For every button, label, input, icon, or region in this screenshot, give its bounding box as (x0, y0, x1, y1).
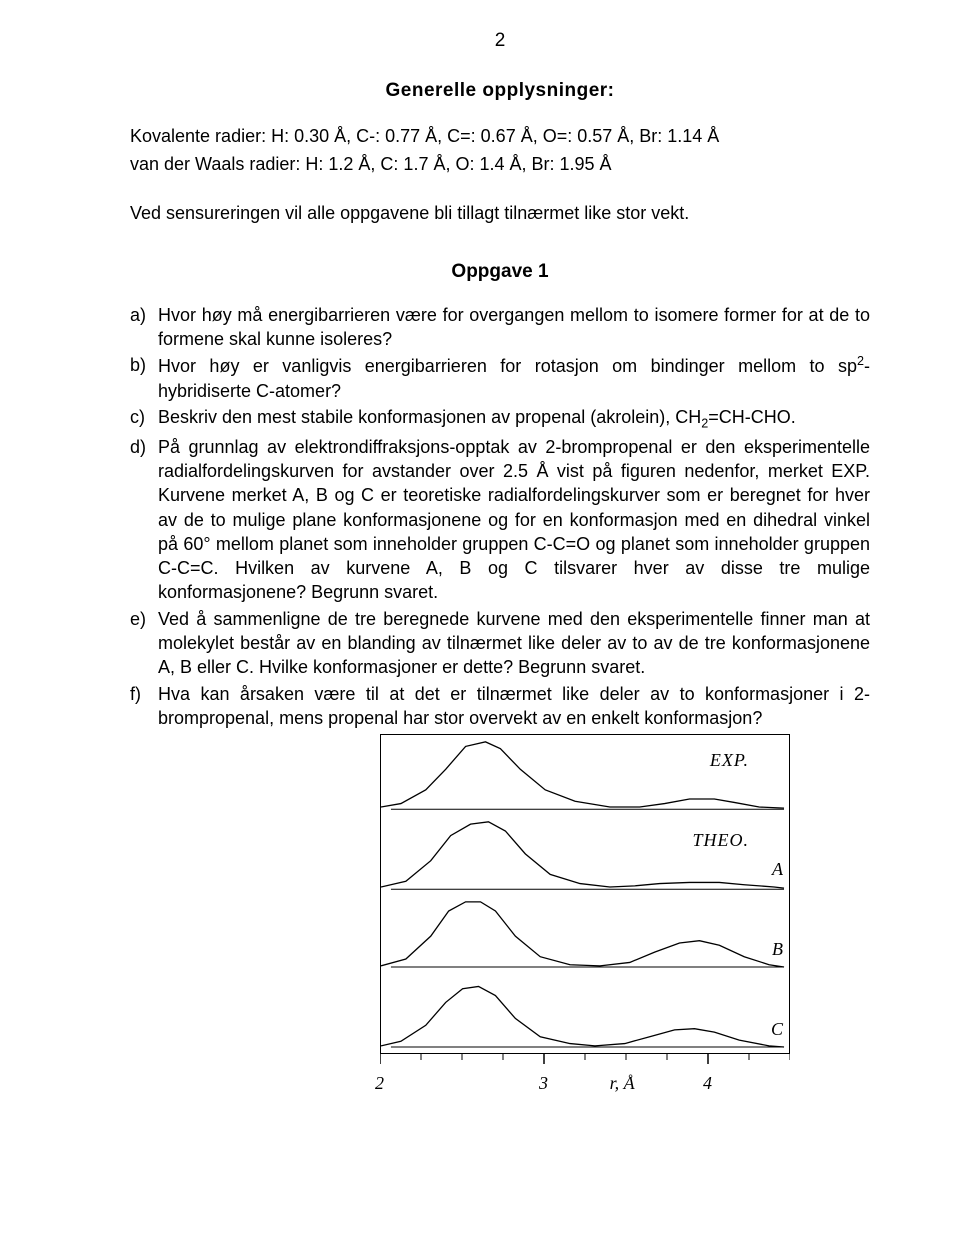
panel-label: THEO. (692, 830, 749, 851)
chart-panel: THEO. A (381, 815, 789, 895)
chart-panel: B (381, 895, 789, 975)
panel-side-label: B (772, 939, 783, 960)
task-item-body: Hvor høy må energibarrieren være for ove… (158, 303, 870, 352)
x-tick-label: 2 (375, 1073, 384, 1094)
task-item-label: b) (130, 353, 158, 377)
task-item-label: c) (130, 405, 158, 429)
task-item-e: e) Ved å sammenligne de tre beregnede ku… (130, 607, 870, 680)
task-list: a) Hvor høy må energibarrieren være for … (130, 303, 870, 730)
task-item-body: På grunnlag av elektrondiffraksjons-oppt… (158, 435, 870, 605)
task-item-label: f) (130, 682, 158, 706)
task-item-label: d) (130, 435, 158, 459)
x-axis-title: r, Å (610, 1073, 635, 1094)
task-item-body: Ved å sammenligne de tre beregnede kurve… (158, 607, 870, 680)
page-number: 2 (130, 30, 870, 52)
task-item-body: Hvor høy er vanligvis energibarrieren fo… (158, 353, 870, 403)
task-item-f: f) Hva kan årsaken være til at det er ti… (130, 682, 870, 731)
panel-label: EXP. (710, 750, 749, 771)
vdw-radii-line: van der Waals radier: H: 1.2 Å, C: 1.7 Å… (130, 152, 870, 176)
task-item-d: d) På grunnlag av elektrondiffraksjons-o… (130, 435, 870, 605)
panel-side-label: C (771, 1019, 783, 1040)
task-item-b: b) Hvor høy er vanligvis energibarrieren… (130, 353, 870, 403)
task-item-a: a) Hvor høy må energibarrieren være for … (130, 303, 870, 352)
grading-note: Ved sensureringen vil alle oppgavene bli… (130, 201, 870, 225)
section-heading-generelle: Generelle opplysninger: (130, 80, 870, 102)
task-heading: Oppgave 1 (130, 261, 870, 283)
chart-frame: EXP. THEO. A B C (380, 734, 790, 1054)
covalent-radii-line: Kovalente radier: H: 0.30 Å, C-: 0.77 Å,… (130, 124, 870, 148)
task-item-label: e) (130, 607, 158, 631)
x-tick-label: 3 (539, 1073, 548, 1094)
page: 2 Generelle opplysninger: Kovalente radi… (0, 0, 960, 1253)
x-tick-label: 4 (703, 1073, 712, 1094)
x-axis: 234r, Å (380, 1054, 790, 1090)
figure: EXP. THEO. A B C 234r, Å (340, 734, 800, 1090)
chart-panel: C (381, 975, 789, 1055)
task-item-label: a) (130, 303, 158, 327)
task-item-body: Hva kan årsaken være til at det er tilnæ… (158, 682, 870, 731)
chart-panel: EXP. (381, 735, 789, 815)
panel-side-label: A (772, 859, 783, 880)
task-item-body: Beskriv den mest stabile konformasjonen … (158, 405, 870, 433)
task-item-c: c) Beskriv den mest stabile konformasjon… (130, 405, 870, 433)
